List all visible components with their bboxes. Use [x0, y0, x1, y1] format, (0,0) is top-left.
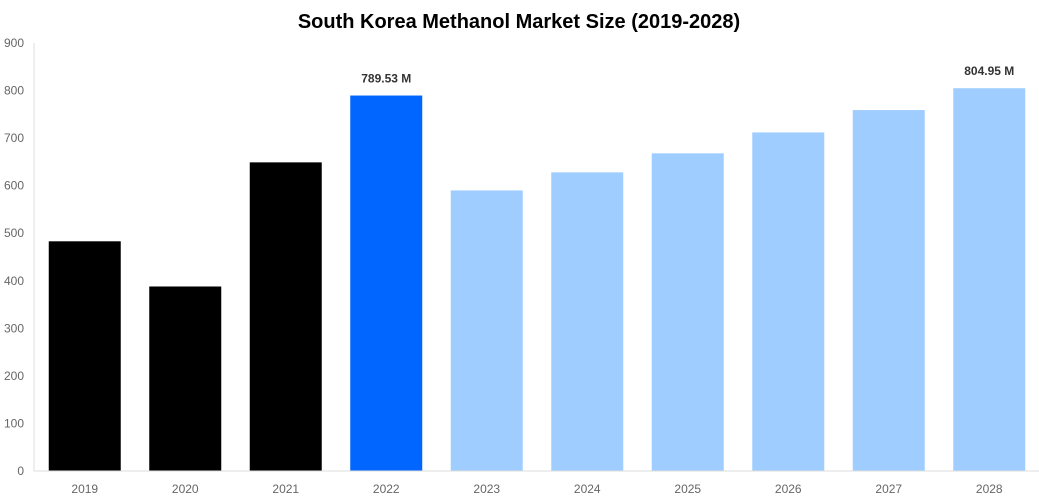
y-tick-label: 500 — [4, 226, 24, 240]
x-tick-label: 2028 — [976, 482, 1003, 496]
y-axis: 0 100 200 300 400 500 600 700 800 900 — [4, 36, 35, 478]
bar-2021 — [249, 162, 322, 471]
x-tick-label: 2021 — [272, 482, 299, 496]
chart-title: South Korea Methanol Market Size (2019-2… — [298, 11, 740, 33]
bar-2022 — [350, 95, 423, 472]
x-tick-label: 2022 — [373, 482, 400, 496]
y-tick-label: 300 — [4, 321, 24, 335]
y-tick-label: 600 — [4, 179, 24, 193]
x-tick-label: 2024 — [574, 482, 601, 496]
y-tick-label: 800 — [4, 84, 24, 98]
bar-2028 — [953, 88, 1026, 472]
y-tick-label: 900 — [4, 36, 24, 50]
bar-2020 — [149, 286, 222, 471]
x-tick-label: 2023 — [473, 482, 500, 496]
y-tick-label: 400 — [4, 274, 24, 288]
y-tick-label: 100 — [4, 416, 24, 430]
x-tick-label: 2027 — [875, 482, 902, 496]
y-tick-label: 700 — [4, 131, 24, 145]
bar-2024 — [551, 172, 624, 471]
bar-2019 — [48, 241, 121, 471]
x-tick-label: 2019 — [71, 482, 98, 496]
bar-2026 — [752, 132, 825, 471]
y-tick-label: 200 — [4, 369, 24, 383]
x-tick-label: 2020 — [172, 482, 199, 496]
x-tick-label: 2025 — [674, 482, 701, 496]
bar-2023 — [450, 190, 523, 471]
y-tick-label: 0 — [17, 464, 24, 478]
x-tick-label: 2026 — [775, 482, 802, 496]
data-label-2028: 804.95 M — [964, 64, 1014, 78]
data-label-2022: 789.53 M — [361, 72, 411, 86]
bar-2027 — [852, 110, 925, 471]
x-axis: 2019 2020 2021 2022 2023 2024 2025 2026 2027 2028 — [34, 470, 1039, 496]
bars: 789.53 M 804.95 M — [48, 64, 1026, 472]
bar-2025 — [651, 153, 724, 471]
